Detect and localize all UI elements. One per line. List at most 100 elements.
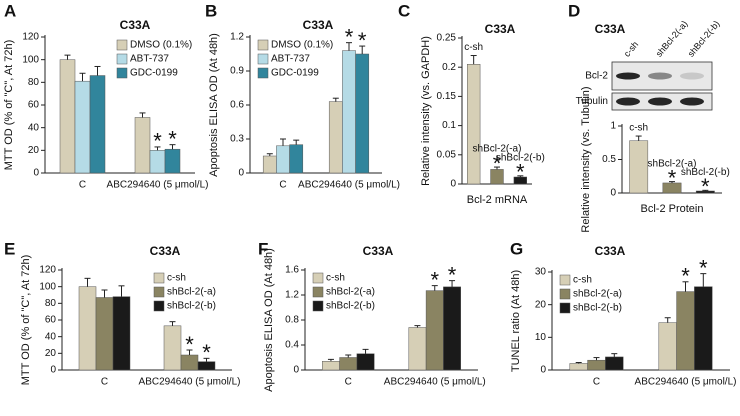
y-tick-label: 0.1 [442, 120, 456, 131]
significance-mark: * [358, 28, 367, 53]
bar [74, 80, 91, 174]
bar [89, 75, 106, 174]
bar [78, 286, 97, 371]
y-tick-label: 40 [45, 331, 57, 342]
y-tick-label: 120 [22, 32, 39, 43]
y-tick-label: 0 [33, 168, 39, 179]
y-tick-label: 60 [45, 315, 57, 326]
bar-label: shBcl-2(-a) [648, 158, 697, 169]
lane-label: shBcl-2(-a) [654, 19, 690, 59]
chart-title: C33A [595, 244, 626, 258]
x-axis-label: Bcl-2 Protein [641, 203, 704, 215]
bar [425, 290, 444, 371]
significance-mark: * [699, 255, 708, 280]
y-tick-label: 20 [28, 145, 40, 156]
y-tick-label: 0.5 [602, 154, 616, 165]
y-tick-label: 0.9 [230, 66, 244, 77]
x-tick-label: C [279, 180, 286, 191]
legend-label: GDC-0199 [271, 68, 319, 79]
y-tick-label: 1 [610, 121, 616, 132]
blot-band [648, 72, 672, 80]
legend-label: c-sh [167, 273, 186, 284]
bar [569, 363, 588, 371]
bar [95, 297, 114, 371]
y-axis-label: Relative intensity (vs. Tubulin) [580, 86, 592, 232]
chart-title: C33A [150, 244, 181, 258]
y-tick-label: 60 [28, 100, 40, 111]
legend-label: shBcl-2(-b) [573, 303, 622, 314]
legend-swatch [116, 67, 128, 79]
x-tick-label: C [79, 180, 86, 191]
panel-letter: A [4, 1, 16, 20]
bar [276, 145, 290, 174]
chart-title: C33A [120, 18, 151, 32]
bar [587, 359, 606, 371]
legend-swatch [116, 39, 128, 51]
bar-label: shBcl-2(-b) [496, 152, 545, 163]
legend-swatch [559, 288, 571, 300]
panel-letter: D [568, 1, 580, 20]
y-tick-label: 0.2 [442, 62, 456, 73]
legend-swatch [153, 286, 165, 298]
legend-label: DMSO (0.1%) [271, 40, 333, 51]
panel-letter: E [4, 239, 15, 258]
x-axis-label: Bcl-2 mRNA [467, 194, 528, 206]
significance-mark: * [185, 332, 194, 357]
y-axis-label: TUNEL ratio (At 48h) [510, 270, 522, 372]
legend-swatch [312, 300, 324, 312]
bar [339, 357, 358, 371]
lane-label: shBcl-2(-b) [686, 19, 722, 59]
bar [322, 361, 340, 371]
blot-band [616, 72, 640, 80]
legend-label: shBcl-2(-a) [326, 287, 375, 298]
y-tick-label: 0.05 [437, 149, 457, 160]
blot-band [680, 72, 704, 80]
bar [408, 327, 427, 371]
legend-label: shBcl-2(-a) [573, 289, 622, 300]
significance-mark: * [345, 24, 354, 49]
lane-label: c-sh [622, 39, 641, 58]
bar [355, 53, 370, 174]
y-tick-label: 80 [45, 298, 57, 309]
legend-label: shBcl-2(-a) [167, 287, 216, 298]
legend-label: c-sh [573, 275, 592, 286]
bar-label: c-sh [629, 123, 648, 134]
bar [112, 296, 131, 371]
x-tick-label: ABC294640 (5 μmol/L) [298, 180, 400, 191]
bar [180, 354, 199, 371]
bar [467, 64, 481, 185]
legend-label: shBcl-2(-b) [167, 301, 216, 312]
bar [356, 353, 375, 371]
panel-letter: G [510, 239, 523, 258]
y-tick-label: 80 [28, 77, 40, 88]
blot-band [680, 97, 704, 106]
x-tick-label: ABC294640 (5 μmol/L) [107, 180, 209, 191]
x-tick-label: ABC294640 (5 μmol/L) [635, 377, 737, 388]
y-tick-label: 0.3 [230, 134, 244, 145]
legend-swatch [153, 272, 165, 284]
y-tick-label: 0.4 [285, 340, 299, 351]
bar [289, 144, 304, 174]
significance-mark: * [153, 129, 162, 154]
chart-title: C33A [303, 18, 334, 32]
y-axis-label: MTT OD (% of "C", At 72h) [3, 40, 15, 170]
significance-mark: * [681, 264, 690, 289]
bar [694, 286, 713, 371]
y-tick-label: 100 [39, 281, 56, 292]
y-tick-label: 30 [535, 267, 547, 278]
legend-swatch [116, 53, 128, 65]
bar-label: shBcl-2(-b) [681, 167, 730, 178]
y-tick-label: 0 [50, 365, 56, 376]
legend-swatch [312, 272, 324, 284]
y-tick-label: 1.2 [230, 32, 244, 43]
y-tick-label: 40 [28, 122, 40, 133]
bar [328, 101, 343, 174]
blot-row-label: Bcl-2 [585, 71, 608, 82]
bar [163, 325, 182, 371]
y-tick-label: 0.6 [230, 100, 244, 111]
significance-mark: * [430, 267, 439, 292]
significance-mark: * [493, 151, 502, 176]
x-tick-label: C [345, 377, 352, 388]
legend-swatch [153, 300, 165, 312]
